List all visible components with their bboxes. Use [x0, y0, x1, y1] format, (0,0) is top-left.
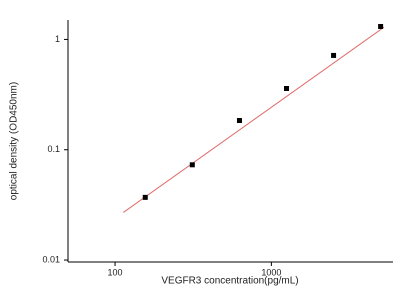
data-point [284, 86, 290, 92]
x-axis-title: VEGFR3 concentration(pg/mL) [161, 276, 298, 287]
fit-line [123, 26, 385, 213]
data-point [331, 52, 337, 58]
y-tick-label: 0.1 [47, 144, 60, 154]
x-tick-label: 100 [108, 267, 123, 277]
data-point [142, 194, 148, 200]
data-point [236, 118, 242, 124]
y-axis-title: optical density (OD450nm) [9, 82, 20, 200]
y-tick-label: 0.01 [42, 254, 60, 264]
data-point [189, 162, 195, 168]
data-point [378, 23, 384, 29]
y-tick-label: 1 [55, 34, 60, 44]
x-tick-label: 1000 [261, 267, 281, 277]
